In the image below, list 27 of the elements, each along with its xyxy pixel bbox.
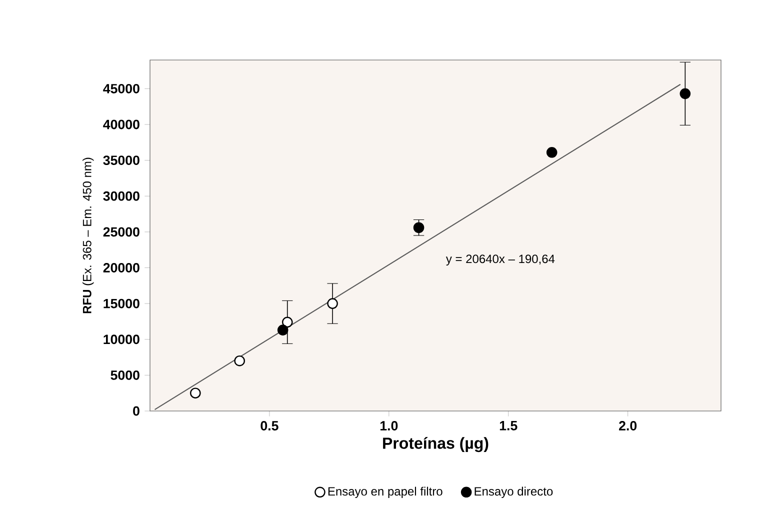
point: [277, 324, 288, 336]
x-axis-title: Proteínas (µg): [383, 436, 488, 452]
y-tick-label: 0: [133, 406, 140, 416]
point: [546, 147, 558, 158]
annotation: y = 20640x – 190,64: [446, 254, 555, 266]
y-tick-label: 45000: [103, 84, 140, 94]
x-tick-label: 0.5: [260, 421, 278, 430]
y-tick-label: 30000: [103, 191, 140, 201]
y-tick-label: 25000: [103, 227, 140, 237]
y-tick-label: 20000: [103, 263, 140, 272]
y-axis-title: RFU (Ex. 365 – Em. 450 nm): [82, 158, 94, 314]
y-tick-label: 5000: [110, 370, 140, 380]
point: [680, 88, 691, 100]
x-tick-label: 1.0: [380, 421, 398, 430]
point: [413, 222, 424, 234]
x-tick-label: 2.0: [619, 421, 637, 430]
point: [327, 298, 338, 309]
y-tick-label: 40000: [103, 120, 140, 130]
y-tick-label: 10000: [104, 334, 140, 344]
point: [190, 388, 201, 398]
point: [282, 316, 293, 328]
y-tick-label: 15000: [104, 298, 140, 308]
y-tick-label: 35000: [103, 156, 140, 166]
legend-label: Ensayo directo: [474, 486, 553, 498]
point: [234, 355, 245, 366]
legend-label: Ensayo en papel filtro: [328, 486, 442, 498]
x-tick-label: 1.5: [500, 421, 518, 430]
